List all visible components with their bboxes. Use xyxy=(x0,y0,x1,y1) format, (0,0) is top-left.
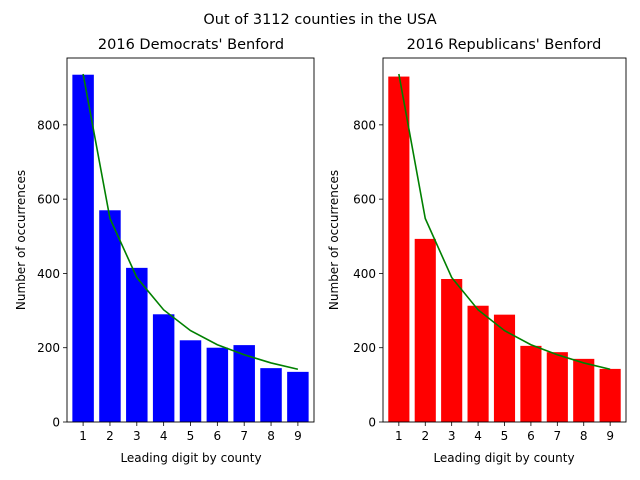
right-x-tick-label: 4 xyxy=(474,429,482,443)
right-y-axis-label: Number of occurrences xyxy=(327,170,341,310)
right-chart-title: 2016 Republicans' Benford xyxy=(407,37,602,53)
right-bar-6 xyxy=(520,345,542,422)
right-bar-3 xyxy=(441,279,463,422)
left-y-tick-label: 400 xyxy=(37,267,60,281)
left-x-tick-label: 7 xyxy=(240,429,248,443)
right-x-tick-label: 8 xyxy=(580,429,588,443)
right-x-tick-label: 9 xyxy=(606,429,614,443)
right-y-tick-label: 800 xyxy=(353,118,376,132)
right-bar-4 xyxy=(467,305,489,422)
right-bar-2 xyxy=(414,238,436,422)
left-x-tick-label: 3 xyxy=(133,429,141,443)
left-bar-1 xyxy=(72,74,94,423)
figure-suptitle: Out of 3112 counties in the USA xyxy=(203,12,436,28)
right-x-axis-label: Leading digit by county xyxy=(433,451,574,465)
right-chart-panel: 2016 Republicans' Benford 1 2 3 4 5 6 7 8 9 0 200 4… xyxy=(327,37,627,465)
right-y-tick-label: 400 xyxy=(353,267,376,281)
right-x-tick-label: 5 xyxy=(501,429,509,443)
left-plot-area: 1 2 3 4 5 6 7 8 9 0 200 400 600 800 xyxy=(37,57,315,443)
left-x-tick-label: 9 xyxy=(294,429,302,443)
left-x-tick-label: 5 xyxy=(187,429,195,443)
left-bar-4 xyxy=(152,314,175,422)
left-y-tick-label: 200 xyxy=(37,341,60,355)
right-y-tick-label: 200 xyxy=(353,341,376,355)
left-bar-7 xyxy=(233,345,255,422)
left-y-tick-label: 0 xyxy=(52,416,60,430)
left-bar-5 xyxy=(179,340,202,422)
left-x-tick-label: 8 xyxy=(267,429,275,443)
right-x-tick-label: 2 xyxy=(421,429,429,443)
left-chart-panel: 2016 Democrats' Benford 1 2 3 4 5 6 7 8 9 0 200 400… xyxy=(14,37,315,465)
right-benford-line xyxy=(398,73,611,371)
left-x-tick-label: 1 xyxy=(79,429,87,443)
left-x-axis-label: Leading digit by county xyxy=(120,451,261,465)
right-bar-1 xyxy=(388,76,410,422)
left-bar-6 xyxy=(206,347,229,422)
left-x-tick-label: 4 xyxy=(160,429,168,443)
left-bar-2 xyxy=(99,210,121,422)
left-x-tick-label: 2 xyxy=(106,429,114,443)
right-x-tick-label: 3 xyxy=(448,429,456,443)
left-bar-3 xyxy=(126,267,148,422)
left-bar-9 xyxy=(287,371,309,422)
right-x-tick-label: 7 xyxy=(554,429,562,443)
left-benford-line xyxy=(82,73,299,371)
right-plot-area: 1 2 3 4 5 6 7 8 9 0 200 400 600 800 xyxy=(353,57,627,443)
right-x-tick-label: 6 xyxy=(527,429,535,443)
right-y-tick-label: 600 xyxy=(353,193,376,207)
right-bar-7 xyxy=(546,352,568,422)
right-bar-9 xyxy=(599,368,621,422)
right-bar-5 xyxy=(493,314,516,422)
right-bar-8 xyxy=(573,358,595,422)
left-y-tick-label: 600 xyxy=(37,193,60,207)
left-y-tick-label: 800 xyxy=(37,118,60,132)
left-x-tick-label: 6 xyxy=(214,429,222,443)
left-chart-title: 2016 Democrats' Benford xyxy=(98,37,284,53)
right-x-tick-label: 1 xyxy=(395,429,403,443)
left-bar-8 xyxy=(260,368,282,422)
left-y-axis-label: Number of occurrences xyxy=(14,170,28,310)
right-y-tick-label: 0 xyxy=(368,416,376,430)
